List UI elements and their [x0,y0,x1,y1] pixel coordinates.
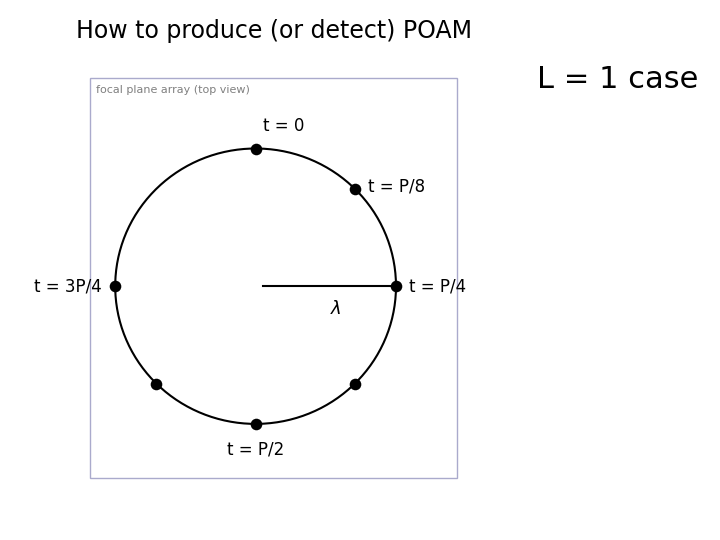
Point [349,379,361,388]
Text: focal plane array (top view): focal plane array (top view) [96,85,250,95]
Text: t = P/8: t = P/8 [368,177,425,195]
Text: How to produce (or detect) POAM: How to produce (or detect) POAM [76,19,472,43]
Text: t = P/2: t = P/2 [227,440,284,458]
Point [349,185,361,193]
Text: t = P/4: t = P/4 [409,277,466,295]
Text: t = 3P/4: t = 3P/4 [35,277,102,295]
Point [390,282,402,291]
Text: λ: λ [331,300,342,318]
Point [250,144,261,153]
Point [109,282,121,291]
Point [250,420,261,428]
Text: t = 0: t = 0 [263,117,304,135]
Bar [90,78,457,478]
Text: L = 1 case: L = 1 case [537,65,698,94]
Point [150,379,162,388]
